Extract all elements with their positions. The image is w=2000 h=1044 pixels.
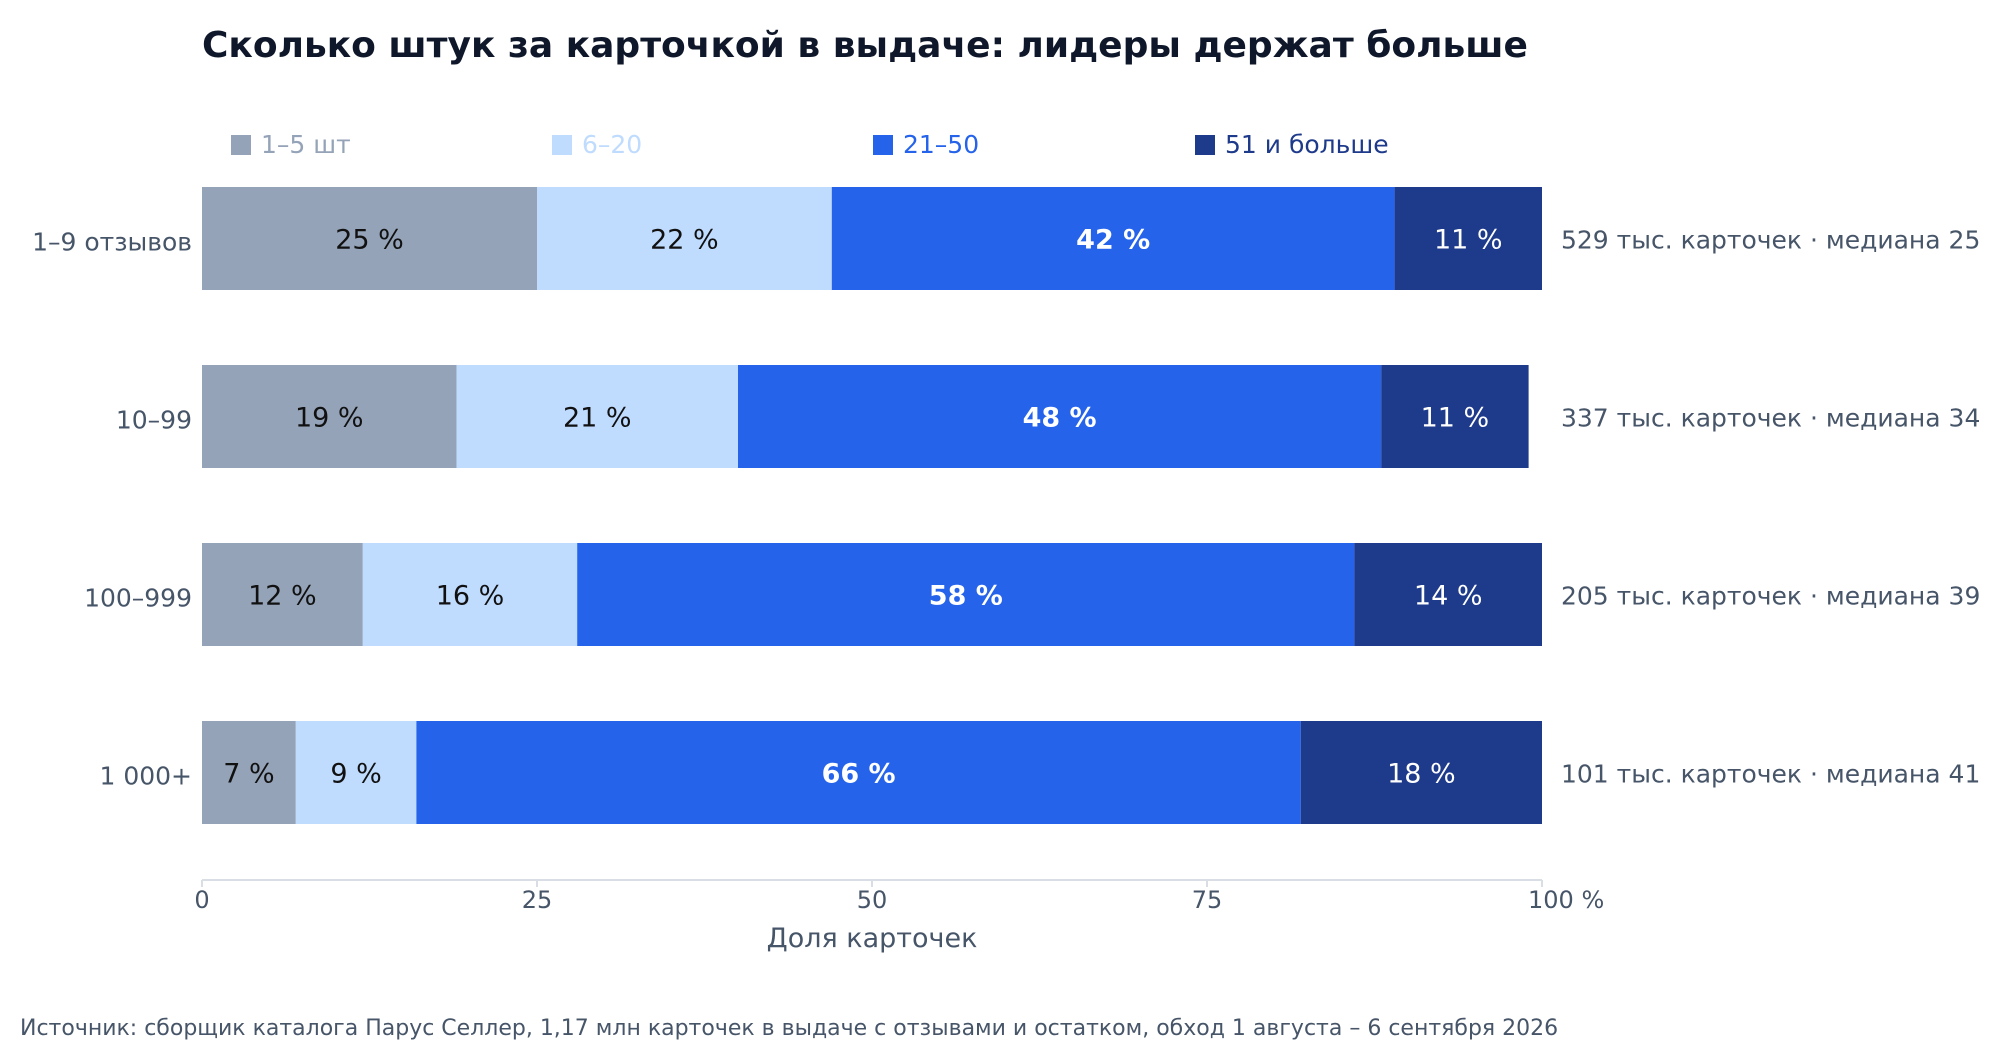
value-label-4-1: 7 % [223,759,274,790]
row-annotation-1: 529 тыс. карточек · медиана 25 [1561,226,1980,255]
value-label-2-1: 19 % [295,403,364,434]
legend: 1–5 шт 6–20 21–50 51 и больше [231,130,1389,159]
bar-1-2 [537,187,832,290]
legend-label-4: 51 и больше [1225,130,1389,159]
legend-label-1: 1–5 шт [261,130,351,159]
bar-2-3 [738,365,1382,468]
legend-swatch-2 [552,135,572,155]
category-label-4: 1 000+ [99,762,192,791]
row-annotation-2: 337 тыс. карточек · медиана 34 [1561,404,1980,433]
bar-3-1 [202,543,363,646]
value-label-1-2: 22 % [650,225,719,256]
legend-label-2: 6–20 [582,130,642,159]
row-annotations: 529 тыс. карточек · медиана 25 337 тыс. к… [1561,226,1980,789]
legend-swatch-1 [231,135,251,155]
bar-1-1 [202,187,537,290]
bar-1-4 [1394,187,1542,290]
source-note: Источник: сборщик каталога Парус Селлер,… [20,1016,1558,1040]
value-label-3-3: 58 % [929,581,1003,612]
value-label-4-4: 18 % [1387,759,1456,790]
category-label-2: 10–99 [116,406,192,435]
x-axis-label: Доля карточек [767,923,978,954]
bar-4-4 [1300,721,1542,824]
value-label-3-1: 12 % [248,581,317,612]
x-tick-label-1: 0 [194,886,209,914]
bar-3-4 [1354,543,1542,646]
bar-2-2 [456,365,738,468]
bar-1-3 [831,187,1395,290]
value-label-1-3: 42 % [1076,225,1150,256]
x-tick-label-2: 25 [522,886,553,914]
bar-4-2 [295,721,417,824]
value-label-3-4: 14 % [1414,581,1483,612]
value-label-4-2: 9 % [330,759,381,790]
value-label-2-3: 48 % [1023,403,1097,434]
value-label-3-2: 16 % [436,581,505,612]
legend-swatch-3 [873,135,893,155]
row-annotation-3: 205 тыс. карточек · медиана 39 [1561,582,1980,611]
legend-swatch-4 [1195,135,1215,155]
bar-3-2 [362,543,578,646]
row-annotation-4: 101 тыс. карточек · медиана 41 [1561,760,1980,789]
value-label-2-4: 11 % [1421,403,1490,434]
bar-2-1 [202,365,457,468]
bar-4-3 [416,721,1301,824]
x-tick-label-5: 100 % [1528,886,1604,914]
x-tick-label-3: 50 [857,886,888,914]
bar-2-4 [1381,365,1529,468]
bar-4-1 [202,721,296,824]
category-label-1: 1–9 отзывов [32,228,192,257]
bars: 25 % 22 % 42 % 11 % 19 % 21 % 48 % 11 % 12 % 16 %… [202,187,1542,824]
value-label-1-1: 25 % [335,225,404,256]
chart-title: Сколько штук за карточкой в выдаче: лиде… [202,25,1528,66]
legend-label-3: 21–50 [903,130,979,159]
bar-3-3 [577,543,1355,646]
value-label-1-4: 11 % [1434,225,1503,256]
category-labels: 1–9 отзывов 10–99 100–999 1 000+ [32,228,192,791]
value-label-4-3: 66 % [822,759,896,790]
category-label-3: 100–999 [84,584,192,613]
value-label-2-2: 21 % [563,403,632,434]
x-tick-label-4: 75 [1192,886,1223,914]
x-axis-ticks: 0 25 50 75 100 % [194,880,1604,914]
